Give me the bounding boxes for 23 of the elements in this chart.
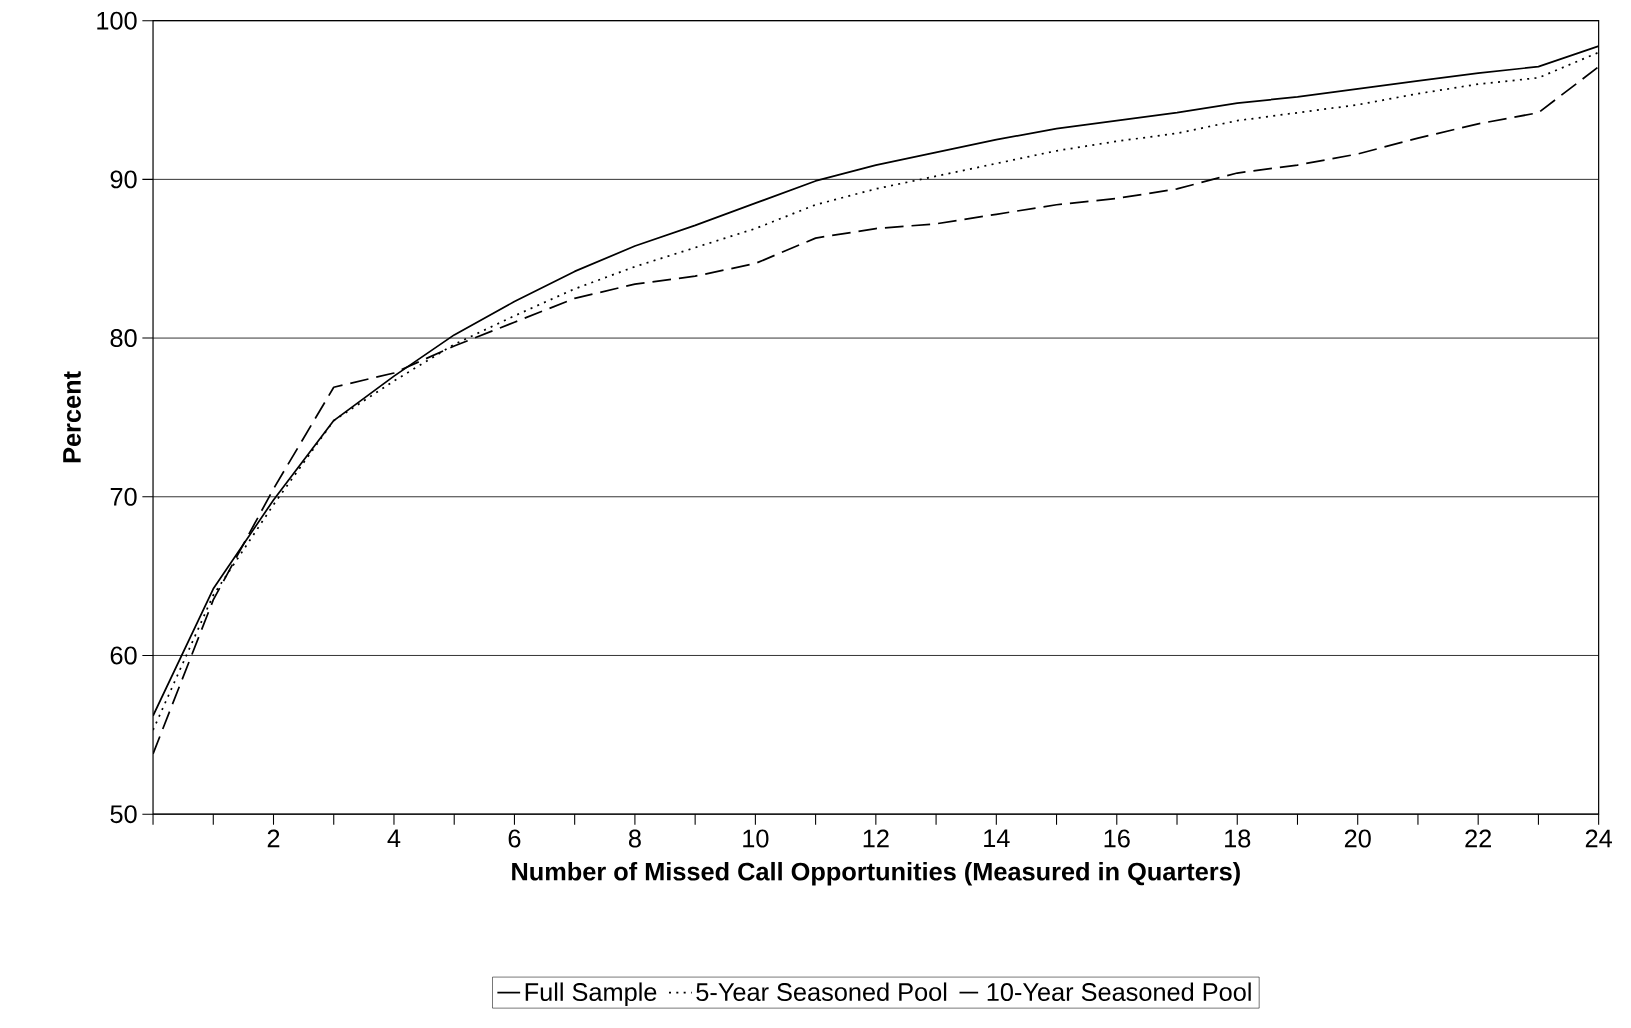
y-tick-label: 100 <box>97 11 137 30</box>
x-tick-label: 22 <box>1465 829 1491 848</box>
legend-label: 10-Year Seasoned Pool <box>987 982 1251 1001</box>
y-tick-label: 70 <box>110 487 137 506</box>
x-tick-label: 18 <box>1225 829 1251 848</box>
x-tick-label: 10 <box>743 829 769 848</box>
x-tick-label: 8 <box>628 829 641 848</box>
x-tick-label: 2 <box>267 829 280 848</box>
x-tick-label: 16 <box>1104 829 1130 848</box>
legend-label: Full Sample <box>525 982 657 1006</box>
y-tick-label: 60 <box>110 646 137 665</box>
x-axis-title: Number of Missed Call Opportunities (Measured in Quarters) <box>512 861 1240 886</box>
x-tick-label: 12 <box>863 829 889 848</box>
y-tick-label: 80 <box>110 329 137 347</box>
legend-label: 5-Year Seasoned Pool <box>696 982 947 1001</box>
y-tick-label: 90 <box>110 170 137 189</box>
x-tick-label: 6 <box>508 829 521 848</box>
x-tick-label: 24 <box>1585 829 1612 848</box>
x-tick-label: 14 <box>984 829 1010 847</box>
y-axis-title: Percent <box>63 371 81 463</box>
x-tick-label: 20 <box>1344 829 1371 848</box>
x-tick-label: 4 <box>387 829 401 847</box>
y-tick-label: 50 <box>110 805 137 824</box>
